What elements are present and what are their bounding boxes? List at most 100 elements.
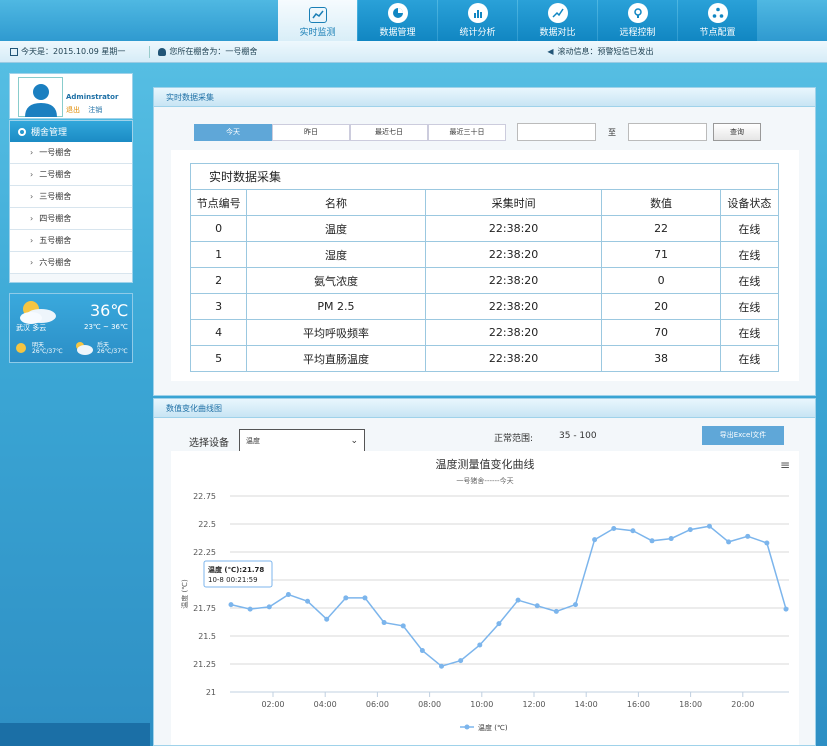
logout-link[interactable]: 退出 bbox=[66, 106, 80, 114]
data-point bbox=[611, 525, 617, 531]
nav-tab-3[interactable]: 数据对比 bbox=[518, 0, 597, 41]
column-header: 名称 bbox=[246, 189, 426, 216]
y-tick-label: 21 bbox=[206, 688, 216, 697]
device-select-value: 温度 bbox=[246, 437, 260, 445]
chevron-right-icon: › bbox=[30, 170, 34, 179]
nav-tab-label: 节点配置 bbox=[699, 28, 736, 38]
table-cell: 22:38:20 bbox=[424, 293, 603, 320]
data-point bbox=[285, 592, 291, 598]
chart-area: 温度测量值变化曲线 一号猪舍------今天 ≡ 21 21.25 21.5 21.75 22… bbox=[171, 451, 799, 745]
query-button[interactable]: 查询 bbox=[713, 123, 761, 141]
side-item-barn-3[interactable]: › 三号棚舍 bbox=[10, 186, 132, 208]
nav-tab-1[interactable]: 数据管理 bbox=[358, 0, 437, 41]
menu-icon: ≡ bbox=[780, 458, 790, 472]
table-cell: 平均直肠温度 bbox=[246, 345, 426, 372]
filter-button-1[interactable]: 昨日 bbox=[272, 123, 350, 141]
data-point bbox=[419, 648, 425, 654]
data-point bbox=[400, 623, 406, 629]
realtime-panel: 实时数据采集 今天 昨日 最近七日 最近三十日 至 查询 实时数据采集 节点编号 名称采… bbox=[153, 87, 816, 396]
status-cell[interactable]: 在线 bbox=[719, 293, 780, 320]
filter-button-2[interactable]: 最近七日 bbox=[350, 123, 428, 141]
realtime-data-table: 实时数据采集 节点编号 名称 采集时间 数值 设备状态 0 温度 22:38:20 22 在线 1… bbox=[189, 163, 780, 372]
nav-tab-label: 远程控制 bbox=[619, 28, 656, 38]
side-menu-header[interactable]: 棚舍管理 bbox=[10, 121, 132, 142]
side-item-label: 三号棚舍 bbox=[39, 192, 72, 201]
avatar bbox=[18, 77, 63, 117]
export-excel-button[interactable]: 导出Excel文件 bbox=[702, 426, 784, 445]
device-select[interactable]: 温度 ⌄ bbox=[239, 429, 365, 453]
table-body: 0 温度 22:38:20 22 在线 1 湿度 22:38:20 71 在线 2 氨气浓度 22:38… bbox=[189, 215, 780, 372]
barn-text: 您所在棚舍为：一号棚舍 bbox=[169, 47, 258, 56]
user-icon bbox=[158, 47, 167, 56]
side-item-barn-1[interactable]: › 一号棚舍 bbox=[10, 142, 132, 164]
user-card: Adminstrator 退出 注销 bbox=[9, 73, 133, 119]
side-menu-items: › 一号棚舍 › 二号棚舍 › 三号棚舍 › 四号棚舍 › 五号棚舍 › 六号棚舍 bbox=[10, 142, 132, 274]
sun-icon bbox=[16, 343, 26, 353]
normal-range-label: 正常范围: bbox=[494, 434, 534, 444]
circle-icon bbox=[18, 127, 26, 136]
deregister-link[interactable]: 注销 bbox=[88, 106, 103, 114]
data-point bbox=[706, 523, 712, 529]
trend-chart-icon bbox=[547, 3, 568, 23]
table-row: 5 平均直肠温度 22:38:20 38 在线 bbox=[189, 345, 780, 372]
date-info: 今天是：2015.10.09 星期一 bbox=[10, 46, 125, 57]
data-point bbox=[668, 536, 674, 542]
barn-info: 您所在棚舍为：一号棚舍 bbox=[158, 46, 257, 57]
x-tick-label: 12:00 bbox=[522, 700, 545, 709]
temperature-range: 23℃ ~ 36℃ bbox=[84, 323, 128, 331]
filter-button-3[interactable]: 最近三十日 bbox=[428, 123, 506, 141]
nav-tab-0[interactable]: 实时监测 bbox=[278, 0, 357, 41]
chevron-down-icon: ⌄ bbox=[350, 436, 358, 446]
data-point bbox=[534, 603, 540, 609]
tomorrow-label: 明天 bbox=[32, 342, 45, 349]
nav-tab-label: 数据对比 bbox=[539, 28, 576, 38]
side-item-barn-5[interactable]: › 五号棚舍 bbox=[10, 230, 132, 252]
nav-tab-2[interactable]: 统计分析 bbox=[438, 0, 517, 41]
status-cell[interactable]: 在线 bbox=[719, 241, 780, 268]
chart-subtitle: 一号猪舍------今天 bbox=[456, 476, 513, 485]
select-device-label: 选择设备 bbox=[189, 437, 229, 449]
nav-tab-4[interactable]: 远程控制 bbox=[598, 0, 677, 41]
tooltip-box bbox=[203, 560, 273, 588]
data-point bbox=[477, 642, 483, 648]
side-item-barn-4[interactable]: › 四号棚舍 bbox=[10, 208, 132, 230]
data-point bbox=[783, 606, 789, 612]
x-tick-label: 18:00 bbox=[679, 700, 702, 709]
end-date-input[interactable] bbox=[628, 123, 707, 141]
data-point bbox=[515, 597, 521, 603]
control-icon bbox=[627, 3, 648, 23]
status-cell[interactable]: 在线 bbox=[719, 345, 780, 372]
y-axis-label: 温度 (℃) bbox=[180, 579, 189, 609]
status-cell[interactable]: 在线 bbox=[719, 267, 780, 294]
x-tick-label: 16:00 bbox=[627, 700, 650, 709]
divider bbox=[149, 45, 151, 58]
table-row: 1 湿度 22:38:20 71 在线 bbox=[189, 241, 780, 268]
chevron-right-icon: › bbox=[30, 192, 34, 201]
side-item-barn-6[interactable]: › 六号棚舍 bbox=[10, 252, 132, 274]
table-cell: 湿度 bbox=[246, 241, 426, 268]
to-label: 至 bbox=[608, 127, 616, 137]
filter-button-0[interactable]: 今天 bbox=[194, 123, 272, 141]
cloud-icon bbox=[76, 342, 93, 355]
side-item-barn-2[interactable]: › 二号棚舍 bbox=[10, 164, 132, 186]
side-item-label: 一号棚舍 bbox=[39, 148, 72, 157]
table-cell: 3 bbox=[189, 293, 248, 320]
pie-chart-icon bbox=[387, 3, 408, 23]
x-tick-label: 14:00 bbox=[575, 700, 598, 709]
network-icon bbox=[707, 3, 728, 23]
table-cell: 平均呼吸频率 bbox=[246, 319, 426, 346]
column-header: 采集时间 bbox=[424, 189, 603, 216]
partly-cloudy-icon bbox=[20, 301, 56, 324]
nav-tab-5[interactable]: 节点配置 bbox=[678, 0, 757, 41]
main-nav: 实时监测 数据管理 统计分析 数据对比 远程控制 节点配置 bbox=[278, 0, 758, 41]
data-point bbox=[247, 606, 253, 612]
y-tick-label: 22.5 bbox=[198, 520, 216, 529]
table-cell: 温度 bbox=[246, 215, 426, 242]
status-cell[interactable]: 在线 bbox=[719, 215, 780, 242]
table-cell: 22:38:20 bbox=[424, 345, 603, 372]
nav-tab-label: 实时监测 bbox=[299, 28, 336, 38]
start-date-input[interactable] bbox=[517, 123, 596, 141]
status-cell[interactable]: 在线 bbox=[719, 319, 780, 346]
nav-tab-label: 数据管理 bbox=[379, 28, 416, 38]
